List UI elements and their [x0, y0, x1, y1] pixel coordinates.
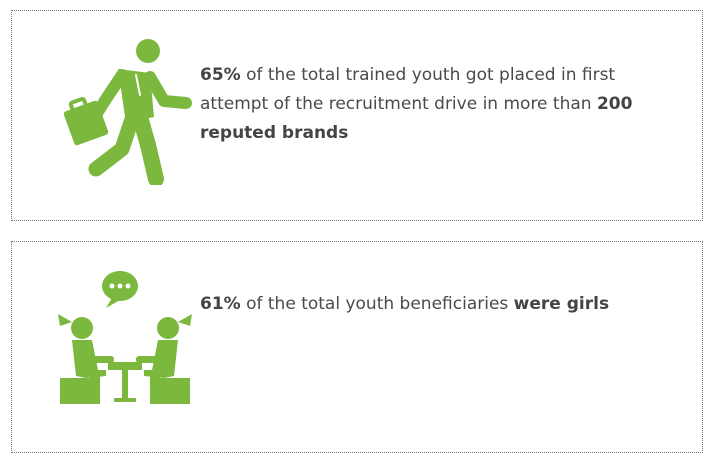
- girls-highlight: were girls: [513, 294, 610, 314]
- running-person-with-briefcase-icon: [63, 39, 192, 185]
- girls-description: of the total youth beneficiaries: [240, 294, 514, 314]
- placement-stat-card: 65% of the total trained youth got place…: [11, 10, 703, 221]
- two-girls-talking-at-table-icon: [58, 271, 192, 404]
- placement-percent: 65%: [200, 65, 241, 85]
- girls-percent: 61%: [200, 294, 241, 314]
- girls-stat-card: 61% of the total youth beneficiaries wer…: [11, 241, 703, 453]
- girls-stat-text: 61% of the total youth beneficiaries wer…: [200, 290, 680, 319]
- placement-description: of the total trained youth got placed in…: [200, 65, 616, 114]
- placement-brands-highlight: 200 reputed brands: [200, 94, 633, 143]
- placement-stat-text: 65% of the total trained youth got place…: [200, 61, 670, 148]
